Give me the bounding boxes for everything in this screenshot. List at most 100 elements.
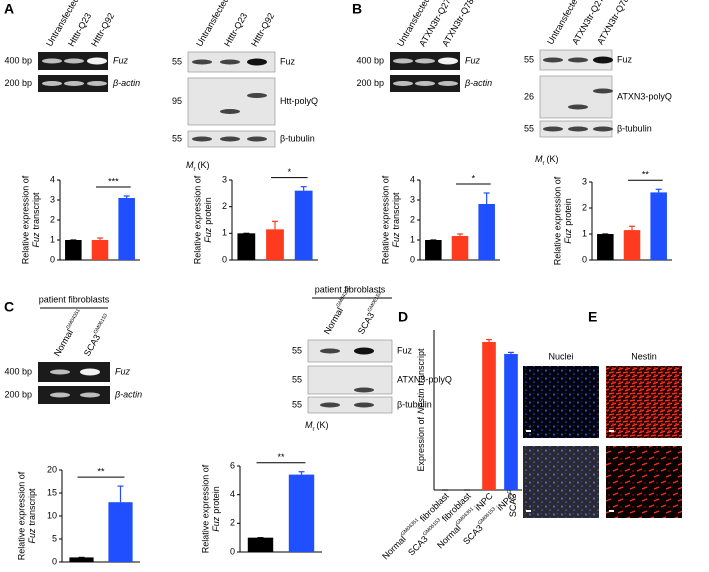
y-tick-label: 2 xyxy=(222,201,227,211)
error-bar xyxy=(486,339,492,342)
label-name: SCA3 xyxy=(82,333,102,358)
band-label: β-tubulin xyxy=(397,399,432,409)
lane-label: Htttr-Q92 xyxy=(249,11,276,48)
bar xyxy=(504,354,518,490)
band xyxy=(220,136,240,142)
y-tick-label: 2 xyxy=(582,202,587,212)
label-name: SCA3 xyxy=(508,494,518,518)
band xyxy=(220,109,240,114)
y-tick-label: 0 xyxy=(52,556,57,566)
band xyxy=(568,126,588,132)
mr-m: M xyxy=(305,420,313,430)
panel-label: B xyxy=(352,1,362,17)
marker-label: 26 xyxy=(524,91,534,101)
marker-label: 200 bp xyxy=(356,78,384,88)
band xyxy=(438,81,458,86)
label-name: SCA3 xyxy=(406,534,430,558)
error-bar xyxy=(272,220,278,230)
y-tick-label: 3 xyxy=(582,176,587,186)
band xyxy=(247,136,267,142)
band xyxy=(80,368,100,376)
y-label-gene: Fuz xyxy=(27,528,37,544)
label-sup: GM04351 xyxy=(66,308,82,331)
mr-sub: r xyxy=(543,161,545,167)
band xyxy=(543,126,563,132)
y-label-rest: transcript xyxy=(416,348,426,386)
scale-bar xyxy=(526,430,531,432)
nestin-image xyxy=(606,446,682,518)
band-label: Htt-polyQ xyxy=(280,96,318,106)
band-label: β-actin xyxy=(464,78,492,88)
band xyxy=(192,136,212,142)
bar xyxy=(650,192,667,260)
mr-unit: (K) xyxy=(198,160,210,170)
error-bar xyxy=(457,233,463,236)
band xyxy=(87,81,107,86)
mr-unit: (K) xyxy=(547,154,559,164)
blot-row xyxy=(187,77,276,126)
scale-bar xyxy=(526,510,531,512)
bar xyxy=(482,342,496,490)
y-label-rest: protein xyxy=(563,198,573,226)
blot-row xyxy=(539,75,613,119)
band-label: β-tubulin xyxy=(280,133,315,143)
error-bar xyxy=(298,471,305,475)
significance-label: * xyxy=(472,173,476,183)
y-axis-label: Relative expression of xyxy=(20,175,30,264)
band xyxy=(354,387,374,393)
band-label: Fuz xyxy=(280,56,296,66)
y-tick-label: 4 xyxy=(410,174,415,184)
bar xyxy=(91,240,109,260)
marker-label: 55 xyxy=(292,374,302,384)
bar xyxy=(266,229,284,260)
y-tick-label: 2 xyxy=(410,214,415,224)
band xyxy=(220,59,240,65)
significance-label: ** xyxy=(642,170,650,180)
y-tick-label: 2 xyxy=(50,214,55,224)
bar xyxy=(247,537,274,552)
y-axis-label: Relative expression of xyxy=(200,464,210,553)
y-axis-label: Relative expression of xyxy=(552,176,562,265)
column-label: Nestin xyxy=(631,351,657,361)
mr-unit: (K) xyxy=(317,420,329,430)
error-bar xyxy=(629,225,635,231)
marker-label: 400 bp xyxy=(356,55,384,65)
y-label-gene: Fuz xyxy=(211,516,221,532)
y-axis-label: Fuz protein xyxy=(563,198,573,244)
error-bar xyxy=(655,188,662,193)
y-tick-label: 10 xyxy=(47,510,57,520)
significance-label: *** xyxy=(108,176,119,186)
y-tick-label: 15 xyxy=(47,487,57,497)
significance-label: ** xyxy=(97,466,105,476)
y-tick-label: 1 xyxy=(582,228,587,238)
bar xyxy=(65,240,82,260)
y-tick-label: 0 xyxy=(410,254,415,264)
y-axis-label: Fuz transcript xyxy=(31,192,41,248)
y-axis-label: Relative expression of xyxy=(380,175,390,264)
marker-label: 200 bp xyxy=(4,78,32,88)
bar xyxy=(597,234,614,260)
label-sup: GM04351 xyxy=(400,517,420,537)
marker-label: 55 xyxy=(172,133,182,143)
mr-sub: r xyxy=(194,167,196,173)
panel-label: E xyxy=(588,309,597,325)
marker-label: 55 xyxy=(292,399,302,409)
band-label: β-actin xyxy=(114,389,142,399)
mr-label: Mr (K) xyxy=(535,154,559,166)
mr-m: M xyxy=(535,154,543,164)
lane-label: Htttr-Q23 xyxy=(222,11,249,48)
bar xyxy=(294,190,313,260)
band xyxy=(50,369,70,375)
marker-label: 400 bp xyxy=(4,55,32,65)
band xyxy=(247,93,267,98)
y-tick-label: 0 xyxy=(50,254,55,264)
band xyxy=(438,57,458,65)
band-label: Fuz xyxy=(397,345,413,355)
y-tick-label: 2 xyxy=(230,518,235,528)
band xyxy=(42,58,62,64)
label: SCA3GM06153 xyxy=(81,313,114,358)
mr-label: Mr (K) xyxy=(186,160,210,172)
band xyxy=(393,58,413,64)
y-axis-label: Fuz transcript xyxy=(391,192,401,248)
